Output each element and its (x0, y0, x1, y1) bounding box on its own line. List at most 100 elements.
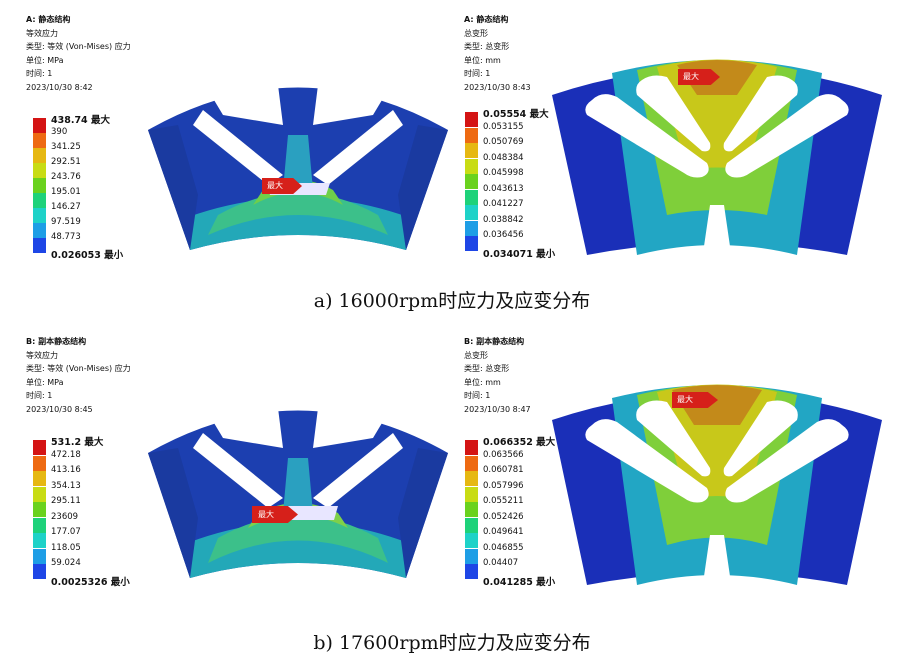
legend-min-label: 0.026053 最小 (51, 250, 124, 261)
info-unit: 单位: mm (464, 55, 501, 65)
legend-label: 0.038842 (483, 214, 524, 225)
legend-swatch (465, 189, 478, 205)
legend-label: 0.045998 (483, 168, 524, 178)
info-time: 时间: 1 (464, 391, 491, 400)
max-marker-a-deform: 最大 (678, 69, 720, 85)
info-title: B: 副本静态结构 (26, 337, 87, 346)
info-type: 类型: 等效 (Von-Mises) 应力 (26, 364, 131, 373)
legend-label: 0.060781 (483, 465, 524, 475)
info-title: A: 静态结构 (26, 15, 71, 24)
legend-swatch (33, 548, 46, 564)
legend-swatch (33, 178, 46, 193)
legend-swatch (33, 486, 46, 502)
legend-max-label: 0.05554 最大 (483, 109, 549, 120)
legend-label: 472.18 (51, 449, 81, 460)
legend-swatch (465, 220, 478, 236)
legend-swatch (465, 517, 478, 533)
legend-label: 0.063566 (483, 449, 524, 460)
legend-swatch (465, 440, 478, 455)
max-marker-b-stress: 最大 (252, 506, 298, 523)
legend-label: 341.25 (51, 142, 81, 152)
legend-label: 0.04407 (483, 558, 519, 568)
legend-swatch (465, 502, 478, 517)
stress-contour-plot-b (148, 408, 448, 578)
deformation-contour-plot-b (552, 384, 882, 590)
info-title: A: 静态结构 (464, 15, 509, 24)
legend-label: 354.13 (51, 480, 81, 491)
info-result-name: 等效应力 (26, 28, 58, 38)
legend-label: 0.048384 (483, 152, 524, 163)
caption-b: b) 17600rpm时应力及应变分布 (313, 632, 591, 654)
legend-label: 0.036456 (483, 230, 524, 240)
legend-min-label: 0.041285 最小 (483, 576, 556, 588)
legend-label: 0.055211 (483, 496, 524, 506)
info-timestamp: 2023/10/30 8:45 (26, 404, 93, 414)
legend-label: 195.01 (51, 187, 81, 197)
legend-label: 23609 (51, 511, 79, 522)
legend-swatch (465, 112, 478, 127)
legend-label: 0.043613 (483, 183, 524, 194)
legend-label: 295.11 (51, 496, 81, 506)
legend-max-label: 531.2 最大 (51, 437, 104, 448)
legend-swatch (33, 517, 46, 533)
legend-label: 0.057996 (483, 480, 524, 491)
info-unit: 单位: MPa (26, 377, 64, 387)
info-time: 时间: 1 (26, 69, 53, 78)
info-timestamp: 2023/10/30 8:43 (464, 82, 531, 92)
legend-swatch (33, 193, 46, 208)
legend-label: 0.046855 (483, 542, 524, 553)
legend-label: 177.07 (51, 527, 81, 537)
legend-swatch (33, 502, 46, 517)
legend-swatch (33, 564, 46, 579)
info-time: 时间: 1 (26, 391, 53, 400)
legend-swatch (33, 223, 46, 238)
legend-swatch (33, 238, 46, 253)
legend-label: 0.050769 (483, 137, 524, 147)
legend-swatch (465, 486, 478, 502)
info-unit: 单位: mm (464, 377, 501, 387)
legend-swatch (33, 163, 46, 178)
legend-swatch (465, 127, 478, 143)
legend-label: 0.049641 (483, 527, 524, 537)
info-timestamp: 2023/10/30 8:42 (26, 82, 93, 92)
deformation-contour-plot-a (552, 59, 882, 260)
legend-swatch (465, 236, 478, 251)
stress-contour-plot-a (148, 85, 448, 250)
legend-swatch (33, 148, 46, 163)
legend-label: 0.052426 (483, 511, 524, 522)
info-result-name: 总变形 (464, 350, 488, 360)
legend-label: 0.053155 (483, 121, 524, 132)
legend-swatch (465, 174, 478, 189)
info-block-a-stress: A: 静态结构 等效应力 类型: 等效 (Von-Mises) 应力 单位: M… (26, 13, 131, 94)
legend-swatch (33, 440, 46, 455)
legend-max-label: 0.066352 最大 (483, 437, 556, 448)
legend-min-label: 0.0025326 最小 (51, 576, 130, 588)
legend-swatch (465, 143, 478, 158)
legend-swatch (33, 133, 46, 148)
info-type: 类型: 总变形 (464, 42, 510, 51)
legend-swatch (465, 158, 478, 174)
legend-swatch (33, 471, 46, 486)
legend-label: 390 (51, 127, 68, 137)
info-block-b-deform: B: 副本静态结构 总变形 类型: 总变形 单位: mm 时间: 1 2023/… (464, 335, 531, 416)
info-unit: 单位: MPa (26, 55, 64, 65)
legend-swatch (33, 118, 46, 133)
legend-swatch (465, 455, 478, 471)
legend-label: 146.27 (51, 202, 81, 212)
legend-label: 0.041227 (483, 199, 524, 209)
legend-label: 97.519 (51, 217, 81, 227)
info-result-name: 总变形 (464, 28, 488, 38)
caption-a: a) 16000rpm时应力及应变分布 (313, 290, 591, 312)
info-result-name: 等效应力 (26, 350, 58, 360)
legend-label: 118.05 (51, 542, 81, 553)
legend-swatch (33, 208, 46, 223)
legend-swatch (33, 455, 46, 471)
legend-label: 292.51 (51, 157, 81, 167)
legend-label: 48.773 (51, 232, 81, 242)
info-time: 时间: 1 (464, 69, 491, 78)
legend-label: 243.76 (51, 172, 81, 182)
info-title: B: 副本静态结构 (464, 337, 525, 346)
legend-swatch (465, 548, 478, 564)
legend-swatch (33, 533, 46, 548)
info-block-a-deform: A: 静态结构 总变形 类型: 总变形 单位: mm 时间: 1 2023/10… (464, 13, 531, 94)
